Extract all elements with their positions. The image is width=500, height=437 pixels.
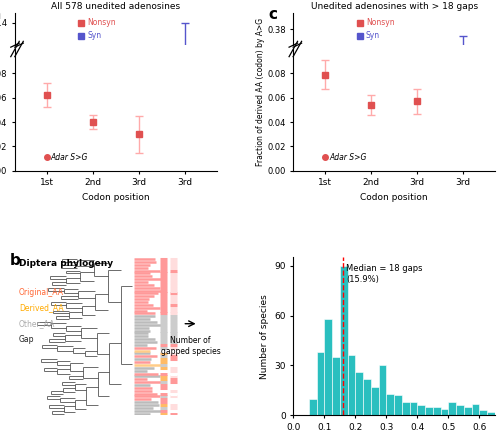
- Bar: [371, 387, 378, 415]
- Text: Other_AA: Other_AA: [19, 319, 56, 328]
- Text: Diptera phylogeny: Diptera phylogeny: [19, 259, 113, 268]
- Text: Median = 18 gaps
(15.9%): Median = 18 gaps (15.9%): [346, 264, 423, 284]
- X-axis label: Codon position: Codon position: [360, 193, 428, 202]
- Text: Original_AA: Original_AA: [19, 288, 64, 297]
- Text: Adar S>G: Adar S>G: [329, 153, 366, 162]
- Text: Gap: Gap: [19, 335, 34, 344]
- Bar: [456, 405, 464, 415]
- Text: Number of
gapped species: Number of gapped species: [160, 336, 220, 356]
- Text: Adar S>G: Adar S>G: [51, 153, 88, 162]
- Bar: [332, 357, 340, 415]
- Bar: [348, 355, 356, 415]
- Bar: [316, 352, 324, 415]
- Bar: [410, 402, 418, 415]
- Y-axis label: Number of species: Number of species: [260, 294, 268, 379]
- Bar: [472, 403, 480, 415]
- X-axis label: Codon position: Codon position: [82, 193, 150, 202]
- Legend: Nonsyn, Syn: Nonsyn, Syn: [76, 15, 119, 43]
- Bar: [487, 412, 495, 415]
- Bar: [309, 399, 316, 415]
- Bar: [386, 394, 394, 415]
- Text: Fraction of derived AA (codon) by A>G: Fraction of derived AA (codon) by A>G: [256, 18, 266, 166]
- Bar: [378, 365, 386, 415]
- Bar: [440, 409, 448, 415]
- Bar: [394, 395, 402, 415]
- Text: Derived_AA: Derived_AA: [19, 303, 64, 312]
- Bar: [340, 266, 347, 415]
- Bar: [363, 378, 371, 415]
- Title: All 578 unedited adenosines: All 578 unedited adenosines: [52, 2, 180, 11]
- Text: b: b: [10, 253, 21, 268]
- Bar: [464, 407, 471, 415]
- Bar: [480, 410, 487, 415]
- Bar: [433, 407, 440, 415]
- Bar: [448, 402, 456, 415]
- Bar: [402, 402, 409, 415]
- Bar: [324, 319, 332, 415]
- Legend: Nonsyn, Syn: Nonsyn, Syn: [354, 15, 398, 43]
- Bar: [425, 407, 433, 415]
- Text: c: c: [268, 7, 278, 21]
- Title: Unedited adenosines with > 18 gaps: Unedited adenosines with > 18 gaps: [310, 2, 478, 11]
- Bar: [356, 372, 363, 415]
- Bar: [418, 405, 425, 415]
